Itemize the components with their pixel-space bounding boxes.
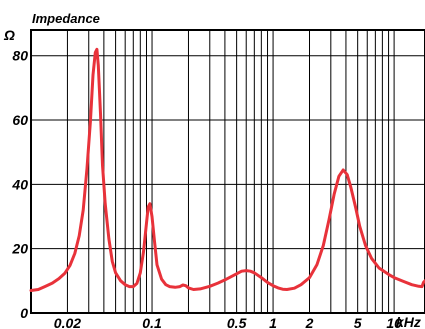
chart-series — [29, 47, 425, 292]
y-tick-label: 80 — [12, 48, 28, 64]
y-tick-label: 40 — [11, 176, 28, 192]
y-tick-label: 0 — [20, 305, 28, 321]
x-tick-labels: 0.02 0.1 0.5 1 2 5 10 — [54, 315, 402, 329]
y-axis-unit: Ω — [3, 27, 15, 43]
y-tick-label: 20 — [11, 241, 28, 257]
plot-frame — [30, 29, 425, 314]
x-tick-label: 0.1 — [142, 315, 162, 329]
x-axis-unit: kHz — [396, 314, 421, 329]
x-tick-label: 0.02 — [54, 315, 81, 329]
x-tick-label: 5 — [354, 315, 362, 329]
x-tick-label: 0.5 — [227, 315, 247, 329]
x-tick-label: 2 — [305, 315, 314, 329]
chart-title: Impedance — [32, 11, 100, 26]
chart-grid — [31, 30, 425, 314]
x-tick-label: 10 — [386, 315, 402, 329]
x-tick-label: 1 — [269, 315, 277, 329]
impedance-curve — [29, 47, 425, 292]
y-tick-label: 60 — [12, 112, 28, 128]
y-tick-labels: 0 20 40 60 80 — [11, 48, 28, 321]
